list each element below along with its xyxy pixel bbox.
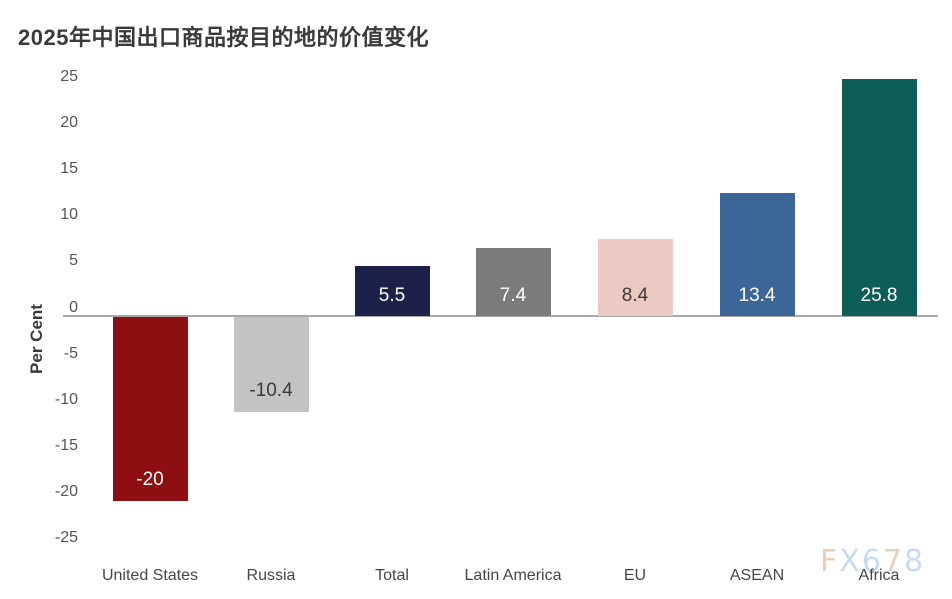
bar-value-label-united-states: -20: [136, 468, 164, 490]
watermark-letter: F: [820, 544, 840, 579]
bar-total: [354, 265, 430, 317]
y-tick-label: 20: [60, 114, 78, 132]
bar-eu: [597, 239, 673, 317]
bar-value-label-russia: -10.4: [249, 380, 293, 402]
chart-title: 2025年中国出口商品按目的地的价值变化: [18, 25, 429, 50]
y-tick-label: -10: [54, 390, 78, 408]
watermark-letter: X: [839, 544, 862, 579]
bar-united-states: [112, 316, 188, 501]
y-tick-label: -15: [54, 436, 78, 454]
x-axis-label-latin-america: Latin America: [464, 567, 562, 584]
bar-value-label-latin-america: 7.4: [499, 284, 527, 306]
bar-value-label-eu: 8.4: [621, 284, 649, 306]
y-tick-label: 25: [60, 68, 78, 85]
x-axis-label-asean: ASEAN: [729, 567, 785, 584]
bar-value-label-asean: 13.4: [738, 284, 776, 306]
y-tick-label: 0: [69, 298, 78, 316]
x-axis-label-eu: EU: [623, 567, 647, 584]
x-axis-label-africa: Africa: [858, 567, 900, 584]
y-tick-label: -5: [63, 344, 78, 362]
y-tick-label: -20: [54, 482, 78, 500]
bar-russia: [233, 316, 309, 413]
y-tick-label: 15: [60, 160, 78, 178]
x-axis-label-total: Total: [375, 567, 409, 584]
watermark-letter: 7: [882, 544, 905, 579]
y-tick-label: 5: [69, 252, 78, 270]
watermark-letter: 8: [904, 544, 926, 579]
x-axis-label-russia: Russia: [246, 567, 296, 584]
watermark-letter: 6: [861, 544, 883, 579]
bar-africa: [841, 78, 917, 317]
bar-asean: [719, 192, 795, 317]
bar-value-label-total: 5.5: [378, 284, 406, 306]
y-tick-label: 10: [60, 206, 78, 224]
y-tick-label: -25: [54, 529, 78, 546]
bar-latin-america: [475, 248, 551, 317]
x-axis-label-united-states: United States: [101, 567, 199, 584]
fx678-watermark: FX678: [820, 544, 925, 579]
bar-value-label-africa: 25.8: [860, 284, 898, 306]
